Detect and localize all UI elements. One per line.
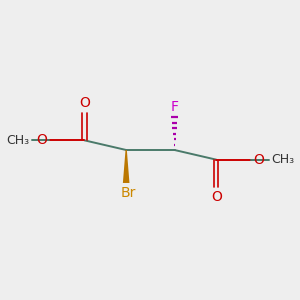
Text: CH₃: CH₃ — [272, 153, 295, 166]
Polygon shape — [123, 150, 130, 183]
Text: O: O — [253, 153, 264, 167]
Text: O: O — [79, 96, 90, 110]
Text: CH₃: CH₃ — [6, 134, 29, 147]
Text: Br: Br — [121, 186, 136, 200]
Text: O: O — [211, 190, 222, 204]
Text: O: O — [37, 133, 47, 147]
Text: F: F — [170, 100, 178, 114]
